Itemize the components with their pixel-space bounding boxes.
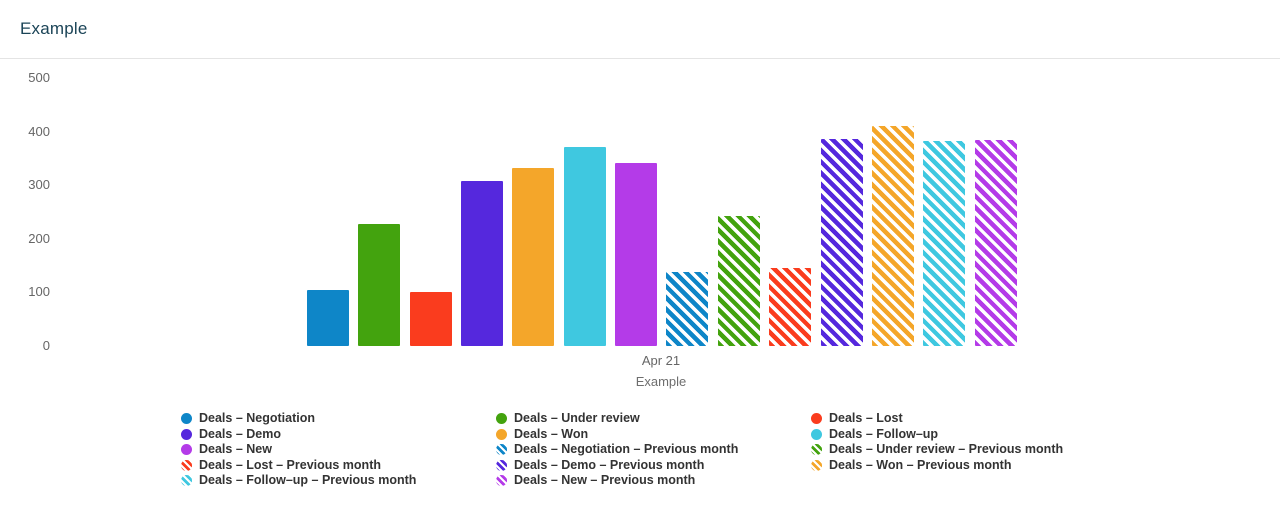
chart-header: Example [0, 0, 1280, 59]
legend-label: Deals – Lost – Previous month [199, 457, 381, 472]
bar-deals-new-previous-month[interactable] [975, 139, 1017, 346]
legend-label: Deals – Demo – Previous month [514, 457, 705, 472]
bar-chart: 0 100 200 300 400 500 Apr 21 Example [0, 59, 1280, 400]
bar-deals-follow-up[interactable] [564, 146, 606, 346]
circle-icon [181, 444, 192, 456]
legend-item-deals-lost[interactable]: Deals – Lost [811, 411, 1280, 427]
y-axis-tick-label: 200 [28, 230, 50, 246]
circle-icon [811, 413, 822, 425]
legend-item-deals-follow-up-previous-month[interactable]: Deals – Follow–up – Previous month [181, 473, 496, 489]
legend-label: Deals – New [199, 442, 272, 456]
legend-item-deals-won[interactable]: Deals – Won [496, 427, 811, 443]
bar-deals-demo[interactable] [461, 181, 503, 346]
striped-circle-icon [181, 459, 192, 471]
legend-item-deals-lost-previous-month[interactable]: Deals – Lost – Previous month [181, 458, 496, 474]
x-axis-title: Example [635, 374, 687, 389]
legend-label: Deals – Demo [199, 426, 281, 441]
striped-circle-icon [811, 444, 822, 456]
bar-deals-under-review-previous-month[interactable] [718, 216, 760, 346]
legend-label: Deals – Negotiation – Previous month [514, 442, 739, 456]
legend-label: Deals – Negotiation [199, 411, 315, 425]
striped-circle-icon [496, 459, 507, 471]
striped-circle-icon [181, 475, 192, 487]
bar-deals-lost[interactable] [410, 292, 452, 346]
striped-circle-icon [496, 475, 507, 487]
page-title: Example [20, 19, 88, 38]
legend-item-deals-negotiation[interactable]: Deals – Negotiation [181, 411, 496, 427]
legend-label: Deals – Lost [829, 411, 903, 425]
legend-label: Deals – Won [514, 426, 589, 441]
circle-icon [496, 428, 507, 440]
y-axis-tick-label: 500 [28, 70, 50, 85]
circle-icon [181, 413, 192, 425]
legend-label: Deals – Follow–up [829, 426, 939, 441]
bar-deals-won-previous-month[interactable] [872, 126, 914, 346]
bar-deals-negotiation[interactable] [307, 289, 349, 346]
bar-deals-lost-previous-month[interactable] [769, 268, 811, 346]
bar-deals-won[interactable] [512, 167, 554, 346]
legend-label: Deals – Under review – Previous month [829, 442, 1064, 456]
bar-deals-demo-previous-month[interactable] [821, 139, 863, 346]
striped-circle-icon [811, 459, 822, 471]
x-axis-tick-label: Apr 21 [641, 353, 681, 368]
bar-deals-new[interactable] [615, 162, 657, 346]
legend-label: Deals – Won – Previous month [829, 457, 1012, 472]
circle-icon [181, 428, 192, 440]
y-axis-tick-label: 0 [42, 338, 50, 353]
legend-label: Deals – Follow–up – Previous month [199, 473, 417, 487]
legend-item-deals-demo-previous-month[interactable]: Deals – Demo – Previous month [496, 458, 811, 474]
legend-item-deals-new[interactable]: Deals – New [181, 442, 496, 458]
legend-item-deals-under-review-previous-month[interactable]: Deals – Under review – Previous month [811, 442, 1280, 458]
legend-item-deals-negotiation-previous-month[interactable]: Deals – Negotiation – Previous month [496, 442, 811, 458]
legend-item-deals-won-previous-month[interactable]: Deals – Won – Previous month [811, 458, 1280, 474]
legend-item-deals-under-review[interactable]: Deals – Under review [496, 411, 811, 427]
legend-label: Deals – New – Previous month [514, 473, 696, 487]
legend-item-deals-demo[interactable]: Deals – Demo [181, 427, 496, 443]
bar-deals-under-review[interactable] [358, 223, 400, 346]
bar-deals-follow-up-previous-month[interactable] [923, 141, 965, 346]
y-axis-tick-label: 400 [28, 123, 50, 139]
bar-deals-negotiation-previous-month[interactable] [666, 272, 708, 346]
y-axis-tick-label: 300 [28, 177, 50, 193]
y-axis-tick-label: 100 [28, 284, 50, 300]
circle-icon [496, 413, 507, 425]
circle-icon [811, 428, 822, 440]
striped-circle-icon [496, 444, 507, 456]
legend-label: Deals – Under review [514, 411, 640, 425]
legend-item-deals-new-previous-month[interactable]: Deals – New – Previous month [496, 473, 811, 489]
legend-item-deals-follow-up[interactable]: Deals – Follow–up [811, 427, 1280, 443]
chart-legend: Deals – Negotiation Deals – Under review D… [181, 411, 1280, 489]
